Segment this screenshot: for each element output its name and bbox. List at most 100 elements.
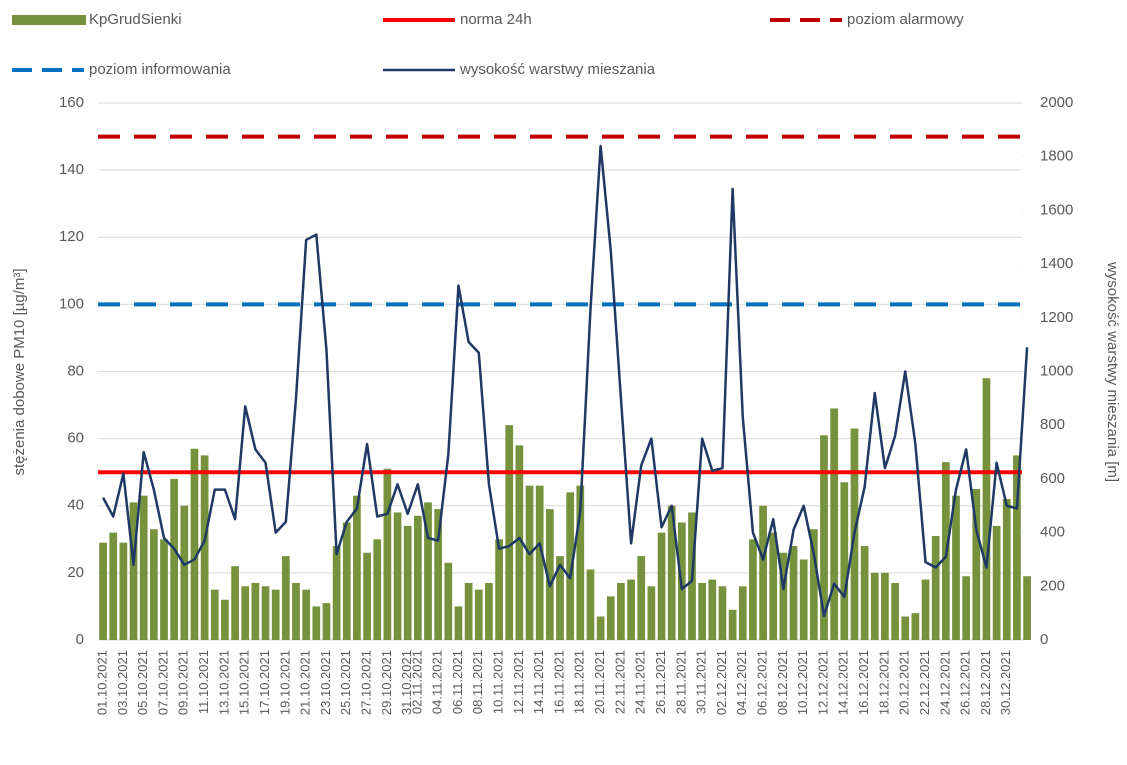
line (101, 144, 1029, 618)
bar (789, 546, 798, 640)
bar (129, 502, 138, 640)
x-tick-label: 07.10.2021 (155, 650, 170, 715)
x-tick-label: 05.10.2021 (135, 650, 150, 715)
bar (911, 613, 920, 640)
legend-label: wysokość warstwy mieszania (459, 61, 656, 78)
bar (535, 485, 544, 640)
x-tick-label: 16.12.2021 (856, 650, 871, 715)
bar (109, 532, 118, 640)
x-tick-label: 04.12.2021 (734, 650, 749, 715)
bar (647, 586, 656, 640)
bar (312, 606, 321, 640)
bar (383, 468, 392, 640)
bar (180, 505, 189, 640)
bar (779, 552, 788, 640)
y2-tick-label: 2000 (1040, 94, 1073, 111)
bar (891, 582, 899, 640)
y-tick-label: 120 (59, 228, 84, 245)
bar (708, 579, 717, 640)
bar (667, 505, 676, 640)
bar (617, 582, 625, 640)
y-tick-label: 100 (59, 295, 84, 312)
x-tick-label: 08.12.2021 (775, 650, 790, 715)
bar (545, 509, 554, 640)
y2-tick-label: 800 (1040, 416, 1065, 433)
x-tick-label: 12.12.2021 (815, 650, 830, 715)
bar (474, 589, 483, 640)
bar (413, 515, 422, 640)
x-tick-label: 03.10.2021 (115, 650, 130, 715)
y-tick-label: 40 (67, 497, 84, 514)
y2-tick-label: 400 (1040, 524, 1065, 541)
bar (931, 535, 940, 640)
bar (515, 445, 524, 640)
bar (556, 556, 564, 640)
bar (373, 539, 382, 640)
bar (728, 609, 737, 640)
x-tick-label: 24.11.2021 (633, 650, 648, 714)
x-tick-label: 19.10.2021 (277, 650, 292, 715)
bar (799, 559, 808, 640)
bar (393, 512, 402, 640)
bar (596, 616, 605, 640)
bar (332, 546, 341, 640)
x-tick-label: 28.11.2021 (673, 650, 688, 714)
bar (1002, 499, 1011, 640)
bar (434, 509, 443, 640)
bar (881, 572, 889, 640)
y-axis-title: stężenia dobowe PM10 [µg/m³] (11, 268, 28, 475)
bar (921, 579, 930, 640)
bar (464, 582, 473, 640)
bar (363, 552, 371, 640)
x-tick-label: 14.11.2021 (531, 650, 546, 714)
x-tick-label: 08.11.2021 (470, 650, 485, 714)
x-tick-label: 06.12.2021 (755, 650, 770, 715)
bar (870, 572, 879, 640)
x-tick-label: 20.11.2021 (592, 650, 607, 714)
bar (485, 582, 493, 640)
bar (251, 582, 260, 640)
bar (221, 599, 229, 640)
x-tick-label: 02.11.2021 (409, 650, 424, 714)
x-tick-label: 18.12.2021 (876, 650, 891, 715)
y-tick-label: 60 (67, 430, 84, 447)
bar (200, 455, 209, 640)
bar (982, 378, 991, 640)
x-tick-label: 22.11.2021 (612, 650, 627, 714)
y-tick-label: 160 (59, 94, 84, 111)
bar (160, 539, 168, 640)
bar (281, 556, 290, 640)
x-tick-label: 24.12.2021 (937, 650, 952, 715)
bar (342, 522, 351, 640)
x-tick-label: 10.12.2021 (795, 650, 810, 715)
bar (292, 582, 300, 640)
bar (190, 448, 199, 640)
x-tick-label: 14.12.2021 (836, 650, 851, 715)
x-tick-label: 18.11.2021 (572, 650, 587, 714)
legend-swatch (12, 15, 86, 25)
bar (231, 566, 239, 640)
bar (495, 539, 503, 640)
x-tick-label: 20.12.2021 (897, 650, 912, 715)
y2-tick-label: 1400 (1040, 255, 1073, 272)
bar (627, 579, 635, 640)
x-tick-label: 04.11.2021 (430, 650, 445, 714)
bar (759, 505, 767, 640)
bar (830, 408, 839, 640)
bar (606, 596, 615, 640)
bar (99, 542, 107, 640)
x-tick-label: 25.10.2021 (338, 650, 353, 715)
bar (586, 569, 595, 640)
bar (454, 606, 463, 640)
bar (962, 576, 971, 640)
bar (718, 586, 727, 640)
bar (637, 556, 646, 640)
y2-tick-label: 1800 (1040, 148, 1073, 165)
bar (210, 589, 219, 640)
x-tick-label: 28.12.2021 (978, 650, 993, 715)
bar (261, 586, 270, 640)
x-tick-label: 01.10.2021 (95, 650, 110, 715)
bar (901, 616, 910, 640)
x-tick-label: 22.12.2021 (917, 650, 932, 715)
